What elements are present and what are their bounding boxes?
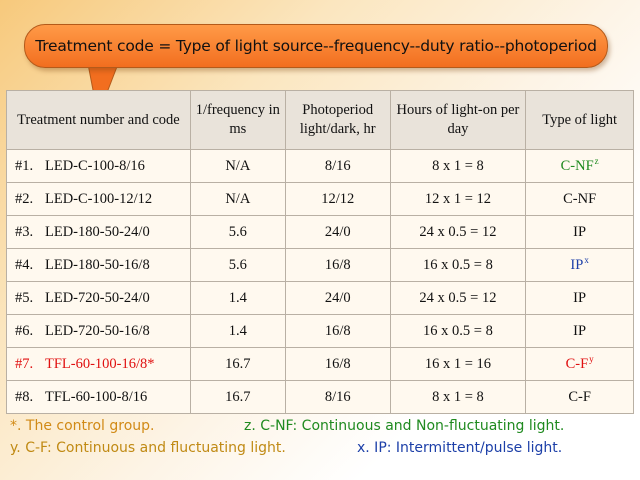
type-label: IP	[573, 322, 587, 339]
hours-cell: 24 x 0.5 = 12	[389, 281, 527, 315]
table-row: #6. LED-720-50-16/8 1.4 16/8 16 x 0.5 = 8…	[6, 314, 634, 348]
treatment-number: #6.	[15, 322, 34, 339]
type-label: C-NF	[563, 190, 597, 207]
treatment-number: #3.	[15, 223, 34, 240]
frequency-cell: 1.4	[189, 281, 286, 315]
callout-text: Treatment code = Type of light source--f…	[35, 37, 597, 55]
hours-cell: 16 x 0.5 = 8	[389, 314, 527, 348]
photoperiod-cell: 24/0	[284, 215, 391, 249]
type-cell: IP	[525, 215, 634, 249]
frequency-cell: 16.7	[189, 347, 286, 381]
treatment-number: #5.	[15, 289, 34, 306]
type-cell: IP	[525, 281, 634, 315]
header-photoperiod: Photoperiod light/dark, hr	[284, 90, 391, 150]
photoperiod-cell: 16/8	[284, 314, 391, 348]
type-cell: IPx	[525, 248, 634, 282]
photoperiod-cell: 16/8	[284, 347, 391, 381]
header-frequency: 1/frequency in ms	[189, 90, 286, 150]
photoperiod-cell: 24/0	[284, 281, 391, 315]
hours-cell: 8 x 1 = 8	[389, 149, 527, 183]
footnote-marker: z	[594, 155, 599, 166]
hours-cell: 16 x 1 = 16	[389, 347, 527, 381]
type-cell: C-F	[525, 380, 634, 414]
footnote-cf: y. C-F: Continuous and fluctuating light…	[10, 440, 286, 456]
header-treatment-code: Treatment number and code	[6, 90, 191, 150]
treatment-number: #2.	[15, 190, 34, 207]
table-row: #1. LED-C-100-8/16 N/A 8/16 8 x 1 = 8 C-N…	[6, 149, 634, 183]
type-label: IP	[573, 223, 587, 240]
header-type-of-light: Type of light	[525, 90, 634, 150]
treatment-code-cell: #2. LED-C-100-12/12	[6, 182, 191, 216]
treatment-code: TFL-60-100-16/8*	[45, 355, 155, 372]
hours-cell: 24 x 0.5 = 12	[389, 215, 527, 249]
table-row: #4. LED-180-50-16/8 5.6 16/8 16 x 0.5 = 8…	[6, 248, 634, 282]
treatment-table: Treatment number and code 1/frequency in…	[6, 90, 634, 414]
treatment-number: #8.	[15, 388, 34, 405]
treatment-code-cell: #3. LED-180-50-24/0	[6, 215, 191, 249]
table-row: #2. LED-C-100-12/12 N/A 12/12 12 x 1 = 12…	[6, 182, 634, 216]
callout-box: Treatment code = Type of light source--f…	[24, 24, 608, 68]
treatment-code: LED-720-50-24/0	[45, 289, 150, 306]
frequency-cell: 16.7	[189, 380, 286, 414]
footnote-cnf: z. C-NF: Continuous and Non-fluctuating …	[244, 418, 565, 434]
treatment-code: TFL-60-100-8/16	[45, 388, 148, 405]
hours-cell: 8 x 1 = 8	[389, 380, 527, 414]
table-row: #5. LED-720-50-24/0 1.4 24/0 24 x 0.5 = 1…	[6, 281, 634, 315]
hours-cell: 12 x 1 = 12	[389, 182, 527, 216]
treatment-number: #4.	[15, 256, 34, 273]
treatment-code: LED-180-50-24/0	[45, 223, 150, 240]
photoperiod-cell: 8/16	[284, 380, 391, 414]
footnote-ip: x. IP: Intermittent/pulse light.	[357, 440, 563, 456]
treatment-code-cell: #1. LED-C-100-8/16	[6, 149, 191, 183]
type-label: C-F	[565, 355, 589, 372]
table-row: #8. TFL-60-100-8/16 16.7 8/16 8 x 1 = 8 C…	[6, 380, 634, 414]
photoperiod-cell: 12/12	[284, 182, 391, 216]
treatment-code-cell: #6. LED-720-50-16/8	[6, 314, 191, 348]
type-cell: C-NF	[525, 182, 634, 216]
treatment-code: LED-720-50-16/8	[45, 322, 150, 339]
treatment-code: LED-C-100-8/16	[45, 157, 145, 174]
frequency-cell: 5.6	[189, 248, 286, 282]
footnote-marker: y	[589, 353, 594, 364]
footnote-control-group: *. The control group.	[10, 418, 155, 434]
hours-cell: 16 x 0.5 = 8	[389, 248, 527, 282]
treatment-code-cell: #8. TFL-60-100-8/16	[6, 380, 191, 414]
type-label: C-F	[568, 388, 591, 405]
type-cell: IP	[525, 314, 634, 348]
table-row-control: #7. TFL-60-100-16/8* 16.7 16/8 16 x 1 = 1…	[6, 347, 634, 381]
type-label: C-NF	[560, 157, 594, 174]
table-row: #3. LED-180-50-24/0 5.6 24/0 24 x 0.5 = 1…	[6, 215, 634, 249]
table-header-row: Treatment number and code 1/frequency in…	[6, 90, 634, 150]
type-label: IP	[573, 289, 587, 306]
treatment-code: LED-C-100-12/12	[45, 190, 153, 207]
photoperiod-cell: 8/16	[284, 149, 391, 183]
photoperiod-cell: 16/8	[284, 248, 391, 282]
type-cell: C-NFz	[525, 149, 634, 183]
treatment-code-cell: #7. TFL-60-100-16/8*	[6, 347, 191, 381]
treatment-code-cell: #5. LED-720-50-24/0	[6, 281, 191, 315]
type-cell: C-Fy	[525, 347, 634, 381]
treatment-code-cell: #4. LED-180-50-16/8	[6, 248, 191, 282]
treatment-number: #1.	[15, 157, 34, 174]
treatment-code: LED-180-50-16/8	[45, 256, 150, 273]
frequency-cell: 5.6	[189, 215, 286, 249]
frequency-cell: N/A	[189, 149, 286, 183]
frequency-cell: 1.4	[189, 314, 286, 348]
type-label: IP	[570, 256, 584, 273]
treatment-number: #7.	[15, 355, 34, 372]
frequency-cell: N/A	[189, 182, 286, 216]
header-hours-light-on: Hours of light-on per day	[389, 90, 527, 150]
footnote-marker: x	[584, 254, 589, 265]
